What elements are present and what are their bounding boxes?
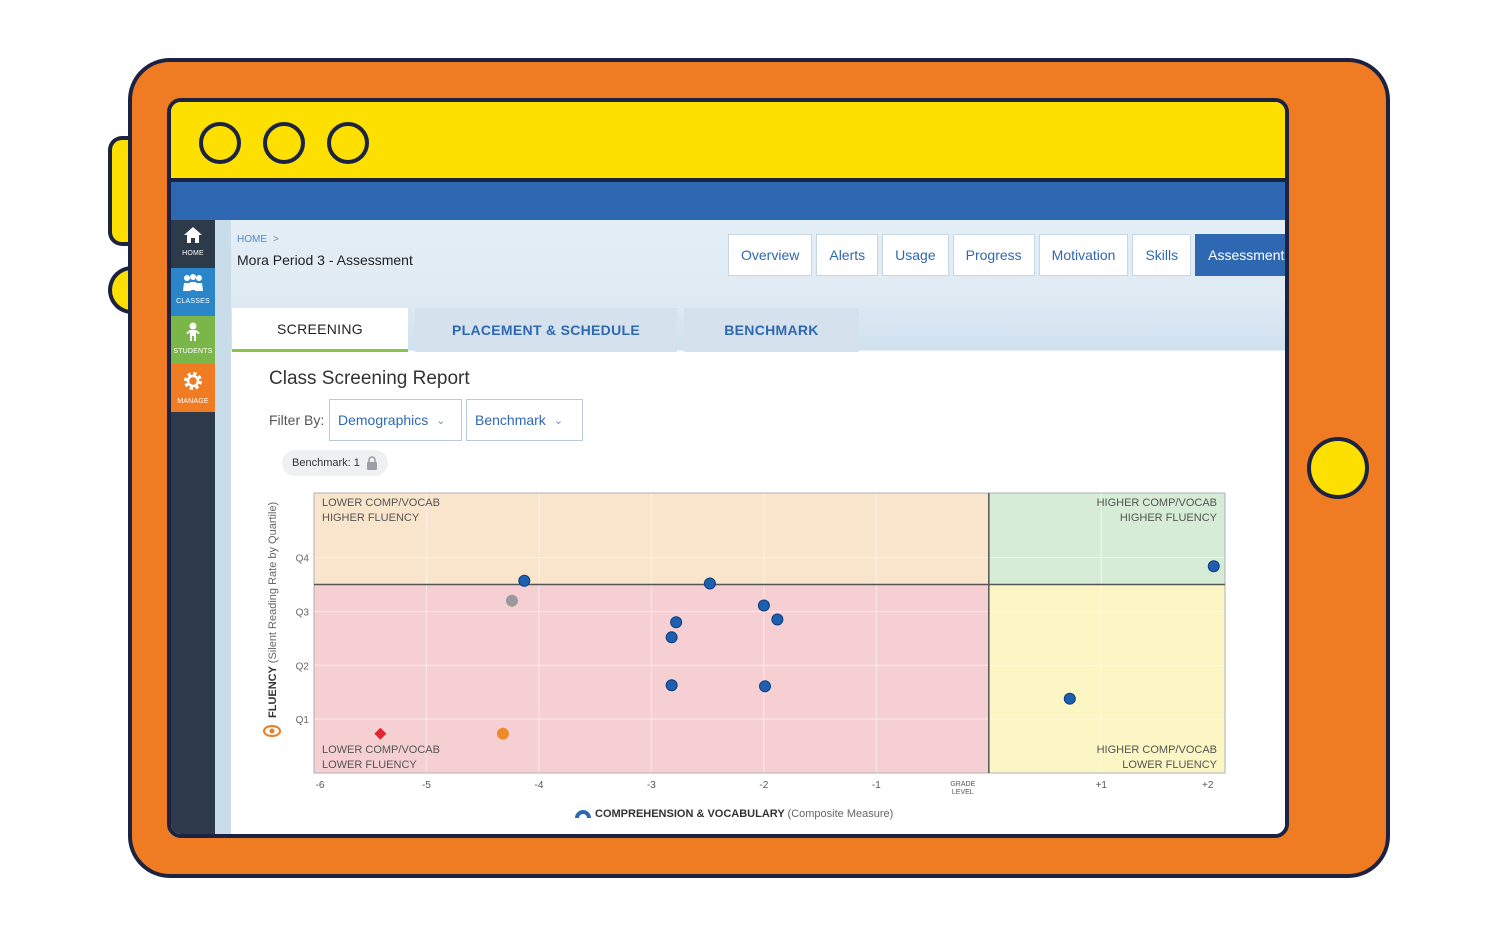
data-point <box>665 679 678 692</box>
demographics-dropdown[interactable]: Demographics ⌄ <box>329 399 462 441</box>
demographics-dropdown-label: Demographics <box>338 412 429 428</box>
tab-motivation[interactable]: Motivation <box>1038 234 1129 276</box>
data-point <box>703 577 716 590</box>
y-tick-label: Q2 <box>296 661 310 672</box>
quadrant-label: HIGHER COMP/VOCAB <box>1097 497 1217 509</box>
gear-icon <box>184 372 202 390</box>
quadrant-label: LOWER COMP/VOCAB <box>322 744 440 756</box>
comprehension-icon <box>575 810 591 818</box>
fluency-eye-icon <box>263 725 281 737</box>
benchmark-pill-label: Benchmark: 1 <box>292 457 360 469</box>
page-title: Mora Period 3 - Assessment <box>237 252 413 268</box>
y-axis-label-sub: (Silent Reading Rate by Quartile) <box>267 502 279 663</box>
y-tick-label: Q3 <box>296 607 310 618</box>
quadrant-label: LOWER FLUENCY <box>1122 759 1217 771</box>
chevron-down-icon: ⌄ <box>553 414 564 427</box>
nav-students-label: STUDENTS <box>173 348 213 355</box>
y-tick-label: Q4 <box>296 554 310 565</box>
data-point <box>1207 560 1220 573</box>
chevron-down-icon: ⌄ <box>436 414 446 427</box>
plot-frame <box>313 492 1226 774</box>
tab-usage[interactable]: Usage <box>882 234 949 276</box>
quadrant-label: HIGHER FLUENCY <box>1120 512 1218 524</box>
quadrant-higher-comp-higher-fluency <box>988 493 1225 585</box>
window-dot-3[interactable] <box>327 122 369 164</box>
app-screen: HOME CLASSES STUDENTS MANAGE HOME > Mora … <box>167 98 1289 838</box>
data-point <box>771 613 784 626</box>
quadrant-higher-comp-lower-fluency <box>988 584 1225 773</box>
subtab-screening[interactable]: SCREENING <box>232 308 408 352</box>
data-point <box>665 631 678 644</box>
app-header-bar <box>171 182 1285 220</box>
top-tabs: Overview Alerts Usage Progress Motivatio… <box>728 234 1285 278</box>
classes-icon <box>183 274 203 291</box>
data-point-diamond <box>374 727 387 740</box>
x-tick-label: +1 <box>1096 780 1108 791</box>
data-point <box>496 727 509 740</box>
x-tick-label: +2 <box>1202 780 1214 791</box>
nav-home-label: HOME <box>182 250 204 257</box>
filter-label: Filter By: <box>269 412 325 428</box>
x-tick-label: -4 <box>534 780 543 791</box>
tab-overview[interactable]: Overview <box>728 234 813 276</box>
student-icon <box>186 322 200 341</box>
data-point <box>505 594 518 607</box>
report-title: Class Screening Report <box>269 368 470 389</box>
breadcrumb-separator: > <box>273 234 279 245</box>
benchmark-dropdown-label: Benchmark <box>475 412 546 428</box>
home-icon <box>184 227 202 243</box>
tab-skills[interactable]: Skills <box>1132 234 1192 276</box>
x-tick-label: -6 <box>316 780 325 791</box>
quadrant-label: LOWER COMP/VOCAB <box>322 497 440 509</box>
x-axis-label-main: COMPREHENSION & VOCABULARY <box>595 808 788 820</box>
browser-title-bar <box>171 102 1285 182</box>
fluency-eye-pupil <box>269 728 275 734</box>
quadrant-label: HIGHER COMP/VOCAB <box>1097 744 1217 756</box>
x-tick-label: -1 <box>872 780 881 791</box>
content-edge-stripe <box>215 220 231 834</box>
quadrant-label: LOWER FLUENCY <box>322 759 417 771</box>
y-axis-label-main: FLUENCY <box>267 663 279 718</box>
window-dot-1[interactable] <box>199 122 241 164</box>
tab-assessment[interactable]: Assessment <box>1195 234 1285 276</box>
subtab-benchmark[interactable]: BENCHMARK <box>684 308 859 352</box>
breadcrumb: HOME > <box>237 234 279 245</box>
data-point <box>670 616 683 629</box>
nav-manage-label: MANAGE <box>177 398 209 405</box>
tab-progress[interactable]: Progress <box>952 234 1035 276</box>
y-axis-label: FLUENCY (Silent Reading Rate by Quartile… <box>267 502 279 718</box>
nav-students[interactable]: STUDENTS <box>171 316 215 364</box>
benchmark-pill[interactable]: Benchmark: 1 <box>282 450 388 476</box>
nav-manage[interactable]: MANAGE <box>171 364 215 412</box>
x-tick-label: LEVEL <box>952 789 974 796</box>
device-home-button <box>1307 437 1369 499</box>
subtab-placement-schedule[interactable]: PLACEMENT & SCHEDULE <box>415 308 677 352</box>
left-nav: HOME CLASSES STUDENTS MANAGE <box>171 220 215 834</box>
nav-classes-label: CLASSES <box>176 298 210 305</box>
x-tick-label: -3 <box>647 780 656 791</box>
breadcrumb-home[interactable]: HOME <box>237 234 267 245</box>
y-tick-label: Q1 <box>296 715 310 726</box>
data-point <box>518 574 531 587</box>
nav-home[interactable]: HOME <box>171 220 215 268</box>
main-content: HOME > Mora Period 3 - Assessment Overvie… <box>231 220 1285 834</box>
data-point <box>757 599 770 612</box>
lock-icon <box>366 456 377 470</box>
benchmark-dropdown[interactable]: Benchmark ⌄ <box>466 399 583 441</box>
data-point <box>1063 692 1076 705</box>
tab-alerts[interactable]: Alerts <box>816 234 879 276</box>
x-axis-label-sub: (Composite Measure) <box>788 808 894 820</box>
x-tick-label: GRADE <box>950 781 975 788</box>
nav-classes[interactable]: CLASSES <box>171 268 215 316</box>
data-point <box>759 680 772 693</box>
screening-scatter-chart: LOWER COMP/VOCAB HIGHER FLUENCY HIGHER COM… <box>263 492 1226 820</box>
x-tick-label: -5 <box>422 780 431 791</box>
x-axis-label: COMPREHENSION & VOCABULARY (Composite Me… <box>595 808 893 820</box>
x-tick-label: -2 <box>759 780 768 791</box>
window-dot-2[interactable] <box>263 122 305 164</box>
quadrant-label: HIGHER FLUENCY <box>322 512 420 524</box>
